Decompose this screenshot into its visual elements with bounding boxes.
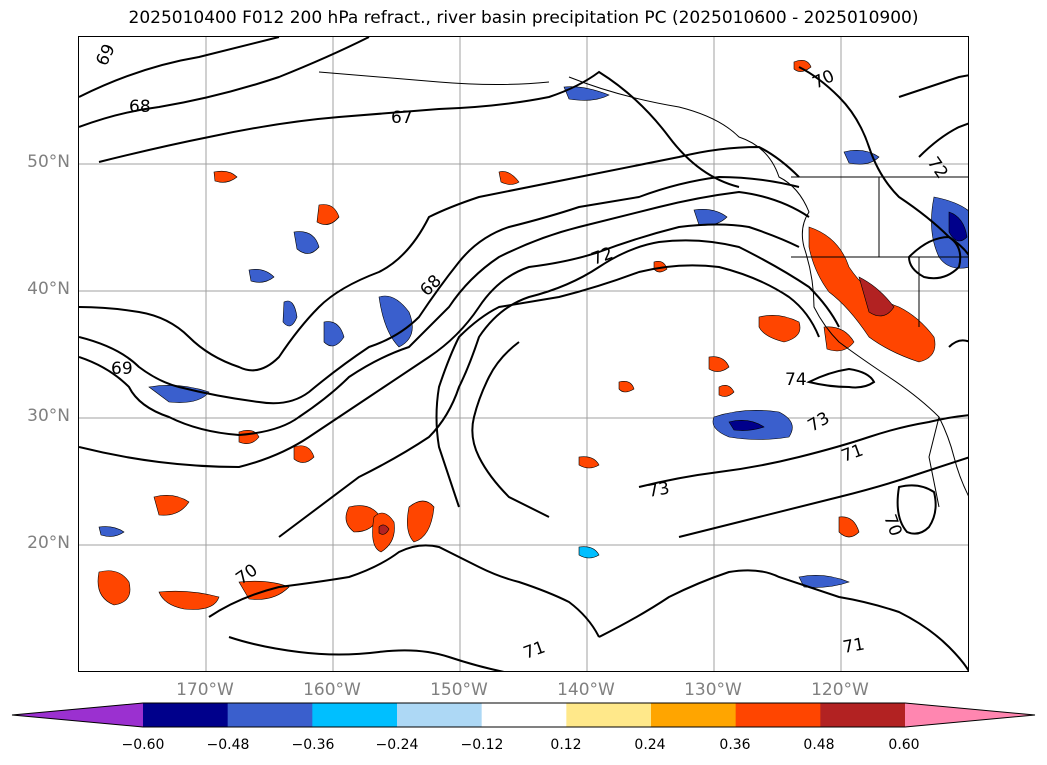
contour-label: 74 xyxy=(785,370,807,390)
lon-label-160w: 160°W xyxy=(303,680,361,700)
colorbar-tick: 0.12 xyxy=(550,737,582,753)
contour-label: 67 xyxy=(391,108,413,128)
map-canvas: 69 68 67 70 72 72 68 69 74 73 71 73 70 7… xyxy=(79,37,968,671)
lon-label-120w: 120°W xyxy=(811,680,869,700)
contour-label: 71 xyxy=(841,634,866,657)
lat-label-50n: 50°N xyxy=(27,152,70,172)
coastline xyxy=(318,71,968,508)
colorbar-segment xyxy=(312,703,398,727)
map-panel: 69 68 67 70 72 72 68 69 74 73 71 73 70 7… xyxy=(78,36,969,672)
lon-label-130w: 130°W xyxy=(684,680,742,700)
lat-label-40n: 40°N xyxy=(27,279,70,299)
contour-label: 68 xyxy=(129,97,151,117)
colorbar-tick: 0.48 xyxy=(803,737,835,753)
colorbar-tick: −0.36 xyxy=(291,737,335,753)
colorbar-segment xyxy=(143,703,229,727)
colorbar-segment xyxy=(735,703,821,727)
refractivity-contours xyxy=(79,37,968,671)
colorbar-tick: 0.24 xyxy=(634,737,666,753)
lat-label-30n: 30°N xyxy=(27,406,70,426)
colorbar-tick: 0.60 xyxy=(888,737,920,753)
colorbar-outline xyxy=(11,702,1036,728)
colorbar-segment xyxy=(651,703,737,727)
lon-label-140w: 140°W xyxy=(557,680,615,700)
colorbar-tick: −0.60 xyxy=(121,737,165,753)
colorbar-segment xyxy=(227,703,313,727)
colorbar-tick: −0.12 xyxy=(460,737,504,753)
colorbar-extend-low xyxy=(12,703,143,727)
lat-label-20n: 20°N xyxy=(27,533,70,553)
colorbar-tick: 0.36 xyxy=(719,737,751,753)
colorbar-segment xyxy=(820,703,906,727)
contour-label: 73 xyxy=(646,478,671,501)
colorbar-segment xyxy=(566,703,652,727)
lon-label-170w: 170°W xyxy=(176,680,234,700)
gridlines xyxy=(79,37,968,671)
colorbar-tick: −0.48 xyxy=(206,737,250,753)
colorbar-tick: −0.24 xyxy=(375,737,419,753)
colorbar-segment xyxy=(481,703,567,727)
contour-label: 69 xyxy=(111,359,133,379)
lon-label-150w: 150°W xyxy=(430,680,488,700)
colorbar-segment xyxy=(397,703,483,727)
colorbar-extend-high xyxy=(905,703,1035,727)
map-title: 2025010400 F012 200 hPa refract., river … xyxy=(128,8,919,28)
